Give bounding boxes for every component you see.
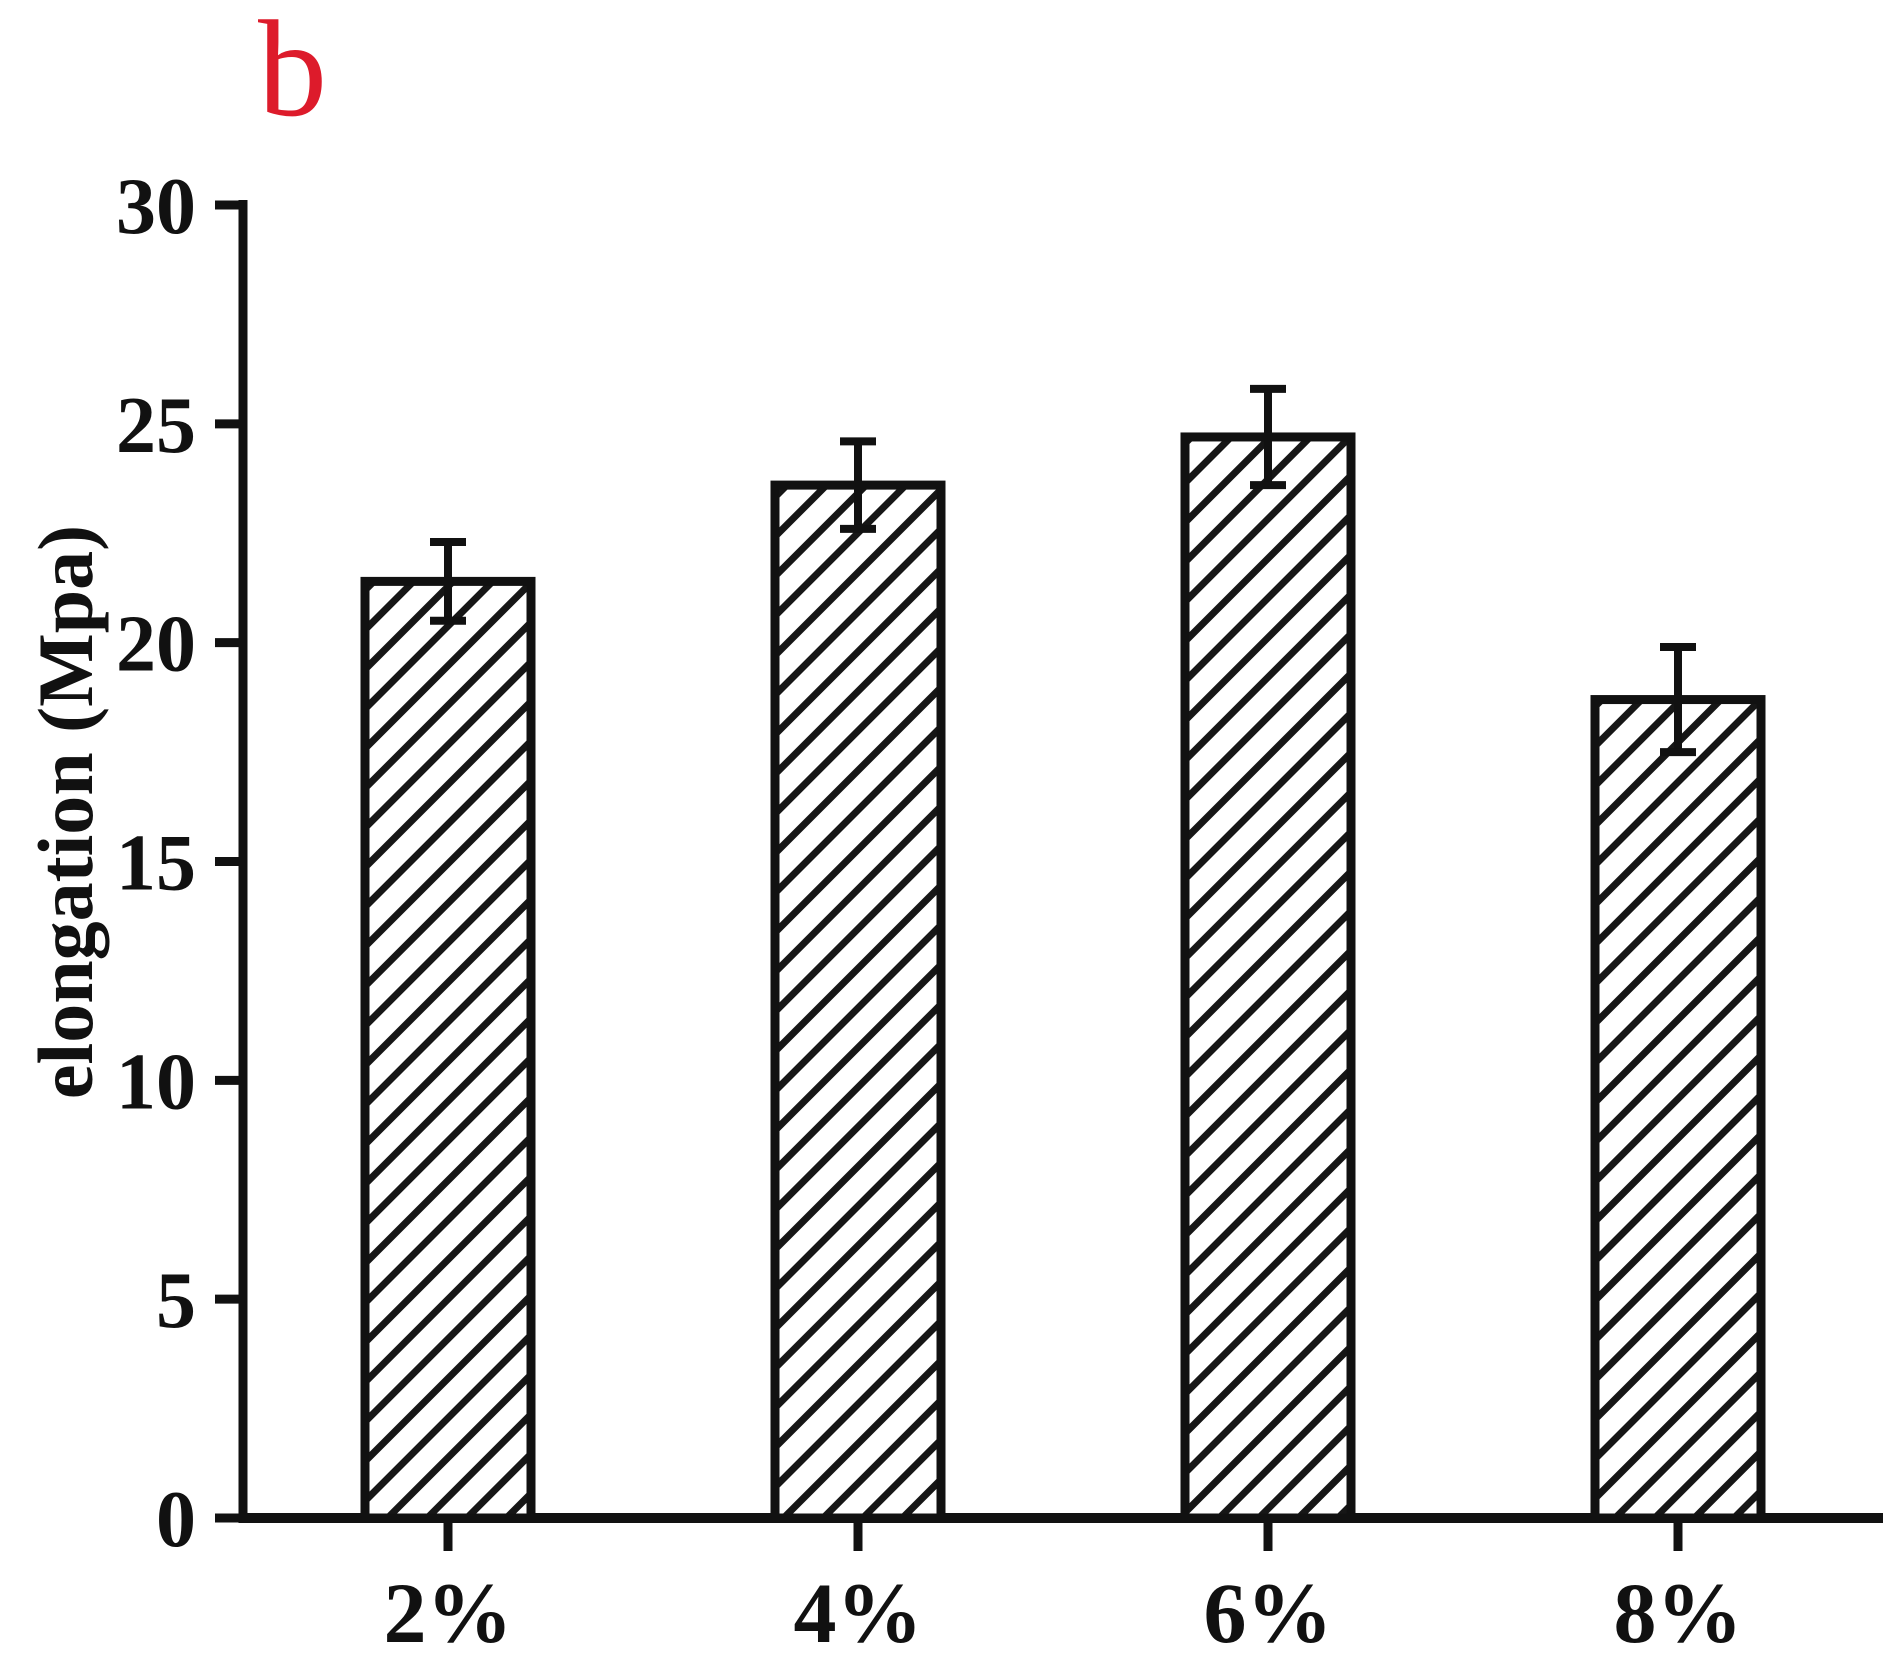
y-axis-title: elongation (Mpa) (22, 525, 109, 1099)
y-tick-label: 30 (116, 163, 196, 251)
figure-label: b (258, 0, 327, 145)
plot-area: 0 5 10 15 20 25 30 2% 4% 6% 8% (116, 163, 1883, 1661)
y-tick-label: 15 (116, 820, 196, 908)
x-tick-label-8%: 8% (1614, 1565, 1743, 1661)
bar-2% (360, 576, 536, 1523)
y-tick-label: 0 (156, 1476, 196, 1564)
y-tick-label: 25 (116, 382, 196, 470)
y-tick-label: 10 (116, 1038, 196, 1126)
x-tick-label-2%: 2% (384, 1565, 513, 1661)
bar-6% (1180, 432, 1356, 1523)
x-tick-label-4%: 4% (794, 1565, 923, 1661)
bar-8% (1590, 695, 1766, 1523)
y-tick-label: 5 (156, 1257, 196, 1345)
bar-4% (770, 480, 946, 1523)
y-tick-label: 20 (116, 601, 196, 689)
x-tick-label-6%: 6% (1204, 1565, 1333, 1661)
